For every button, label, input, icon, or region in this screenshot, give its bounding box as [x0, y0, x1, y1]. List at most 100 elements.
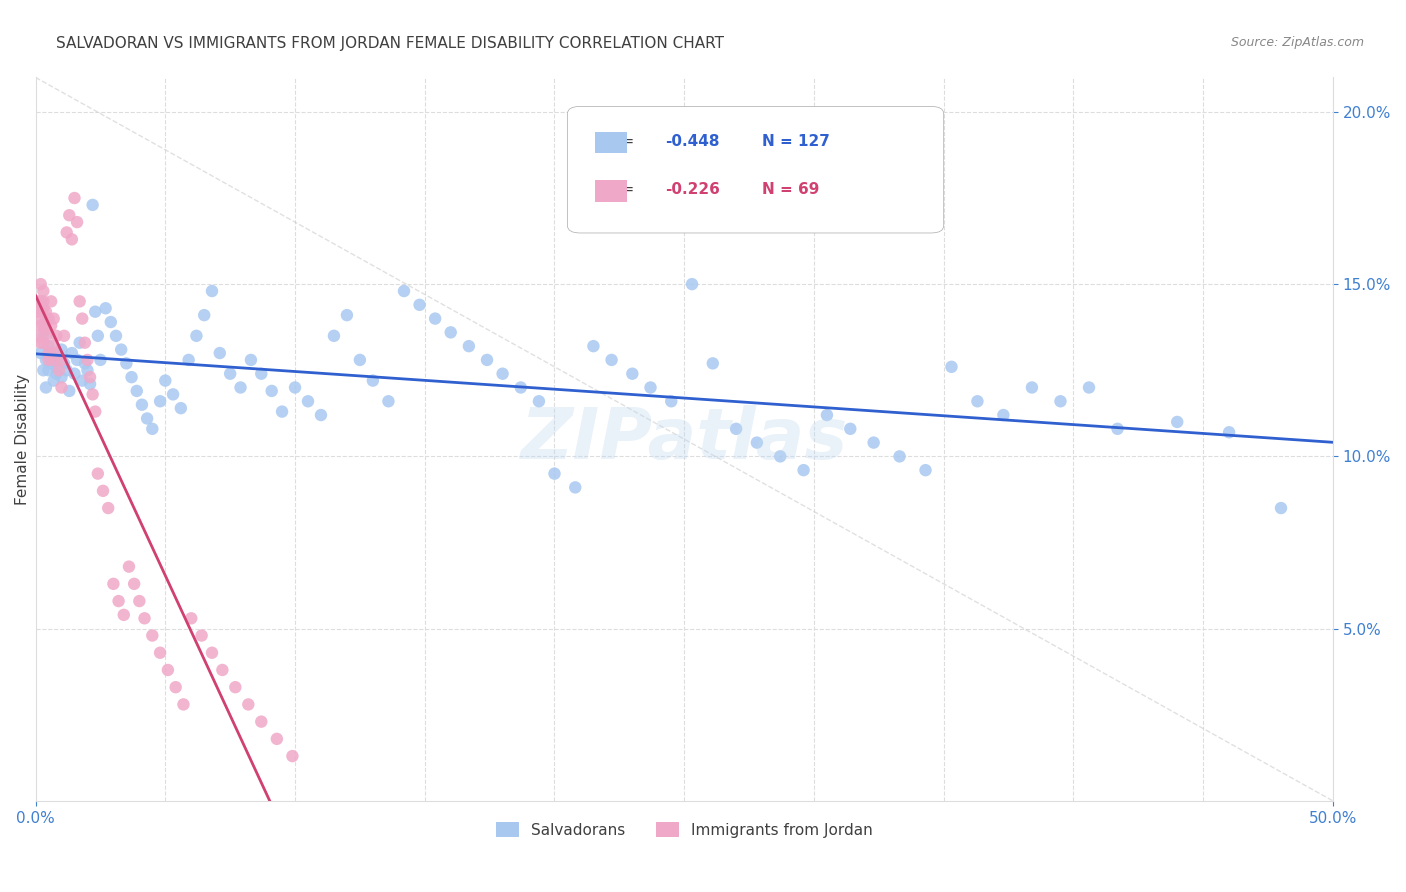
Point [66, 215, 89, 229]
Point [125, 384, 148, 398]
Point [1270, 501, 1292, 516]
Point [82, 198, 104, 212]
Point [793, 463, 815, 477]
Point [38, 311, 60, 326]
Point [815, 408, 838, 422]
Point [110, 343, 132, 357]
Point [72, 311, 94, 326]
Point [122, 577, 145, 591]
Point [377, 394, 399, 409]
Point [966, 394, 988, 409]
Point [45, 367, 67, 381]
Point [162, 387, 184, 401]
Point [862, 435, 884, 450]
Point [32, 363, 55, 377]
Point [491, 367, 513, 381]
Point [839, 422, 862, 436]
Text: R =: R = [606, 134, 640, 149]
Point [475, 353, 498, 368]
Point [103, 577, 125, 591]
Point [408, 298, 430, 312]
Point [66, 353, 89, 368]
Point [177, 353, 200, 368]
Point [27, 304, 49, 318]
Point [527, 394, 550, 409]
Point [35, 304, 58, 318]
Point [155, 374, 177, 388]
Point [659, 394, 682, 409]
Point [30, 277, 52, 292]
Text: N = 69: N = 69 [762, 182, 820, 197]
Text: N = 127: N = 127 [762, 134, 830, 149]
Point [141, 422, 163, 436]
Point [190, 628, 212, 642]
FancyBboxPatch shape [568, 106, 943, 233]
Point [27, 311, 49, 326]
Bar [595, 132, 627, 153]
Point [156, 663, 179, 677]
Point [32, 301, 55, 316]
Point [79, 370, 101, 384]
Point [180, 611, 202, 625]
Point [84, 304, 107, 318]
Point [73, 356, 96, 370]
Point [725, 422, 748, 436]
Point [769, 450, 792, 464]
Point [73, 335, 96, 350]
Point [32, 328, 55, 343]
Text: R =: R = [606, 182, 640, 197]
Point [440, 326, 463, 340]
Point [69, 294, 91, 309]
Point [32, 284, 55, 298]
Point [186, 328, 208, 343]
Point [165, 680, 187, 694]
Point [107, 594, 129, 608]
Point [53, 328, 76, 343]
Point [30, 346, 52, 360]
Point [1218, 425, 1240, 440]
Point [993, 408, 1015, 422]
Point [115, 356, 138, 370]
Point [42, 353, 65, 368]
Point [38, 339, 60, 353]
Legend: Salvadorans, Immigrants from Jordan: Salvadorans, Immigrants from Jordan [489, 815, 879, 844]
Point [224, 680, 246, 694]
Point [141, 628, 163, 642]
Point [128, 594, 150, 608]
Point [38, 363, 60, 377]
Point [60, 346, 83, 360]
Point [38, 346, 60, 360]
Point [72, 374, 94, 388]
Point [582, 339, 605, 353]
Point [309, 408, 332, 422]
Point [94, 301, 117, 316]
Point [79, 377, 101, 392]
Point [39, 318, 62, 333]
Point [32, 335, 55, 350]
Point [323, 328, 346, 343]
Text: -0.448: -0.448 [665, 134, 720, 149]
Point [35, 328, 58, 343]
Point [51, 370, 73, 384]
Point [39, 294, 62, 309]
Point [121, 370, 143, 384]
Point [82, 387, 104, 401]
Point [297, 394, 319, 409]
Point [349, 353, 371, 368]
Point [30, 335, 52, 350]
Point [336, 308, 359, 322]
Point [250, 714, 273, 729]
Point [30, 294, 52, 309]
Point [250, 367, 273, 381]
Point [392, 284, 415, 298]
Point [76, 353, 98, 368]
Text: -0.226: -0.226 [665, 182, 720, 197]
Point [1107, 422, 1129, 436]
Point [58, 208, 80, 222]
Point [201, 646, 224, 660]
Point [32, 318, 55, 333]
Point [42, 353, 65, 368]
Point [361, 374, 384, 388]
Point [564, 480, 586, 494]
Point [55, 363, 77, 377]
